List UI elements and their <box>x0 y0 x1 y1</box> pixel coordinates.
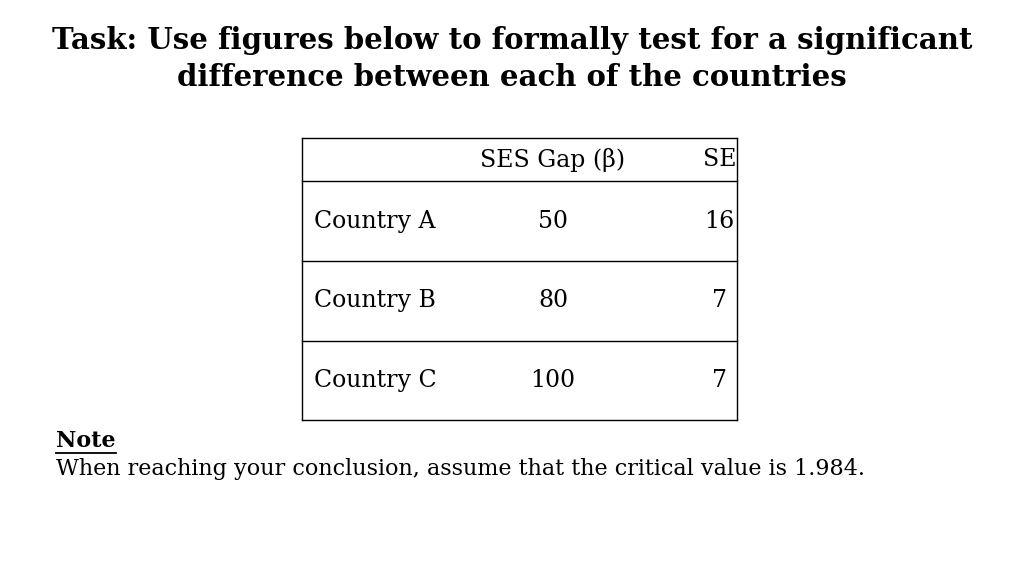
Text: 50: 50 <box>538 210 568 233</box>
Text: 7: 7 <box>712 369 727 392</box>
Text: Country A: Country A <box>314 210 436 233</box>
Text: When reaching your conclusion, assume that the critical value is 1.984.: When reaching your conclusion, assume th… <box>56 458 865 480</box>
Text: 100: 100 <box>530 369 575 392</box>
Text: Task: Use figures below to formally test for a significant
difference between ea: Task: Use figures below to formally test… <box>52 26 972 92</box>
Text: SES Gap (β): SES Gap (β) <box>480 148 626 172</box>
Text: Country C: Country C <box>314 369 437 392</box>
Text: 80: 80 <box>538 290 568 312</box>
Text: Country B: Country B <box>314 290 436 312</box>
Text: SE: SE <box>702 149 736 171</box>
Text: Note: Note <box>56 430 116 452</box>
Text: 7: 7 <box>712 290 727 312</box>
Text: 16: 16 <box>705 210 734 233</box>
